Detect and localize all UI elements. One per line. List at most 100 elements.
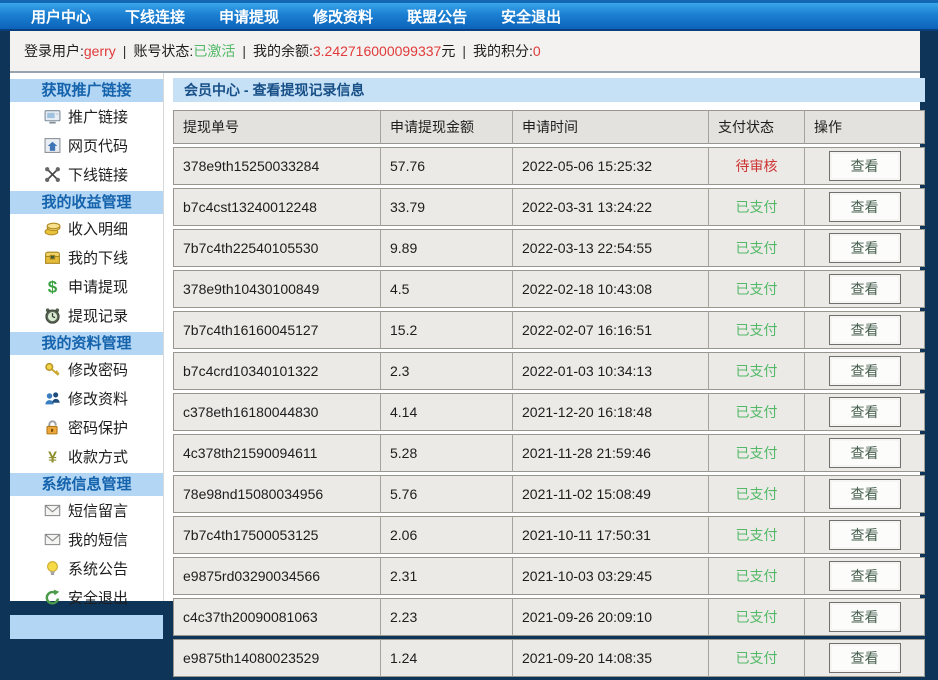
sidebar-item-label: 短信留言 [68, 503, 129, 520]
sidebar-item-my-downline[interactable]: 我的下线 [10, 243, 163, 272]
nav-apply-withdraw[interactable]: 申请提现 [219, 8, 280, 26]
section-promo-links-header: 获取推广链接 [10, 79, 163, 102]
key-icon [44, 361, 61, 378]
amount-cell: 2.23 [381, 598, 513, 636]
view-button[interactable]: 查看 [828, 233, 901, 263]
col-header-1: 申请提现金额 [381, 110, 513, 144]
action-cell: 查看 [805, 393, 925, 431]
view-button[interactable]: 查看 [828, 356, 901, 386]
sidebar-item-payment-method[interactable]: ¥ 收款方式 [10, 442, 163, 471]
time-cell: 2021-09-26 20:09:10 [513, 598, 709, 636]
yuan-icon: ¥ [44, 448, 61, 465]
view-button[interactable]: 查看 [828, 479, 901, 509]
nav-edit-profile[interactable]: 修改资料 [313, 8, 374, 26]
sidebar-item-label: 收入明细 [68, 221, 129, 238]
sidebar-item-webpage-code[interactable]: 网页代码 [10, 131, 163, 160]
view-button[interactable]: 查看 [828, 397, 901, 427]
nav-user-center[interactable]: 用户中心 [31, 8, 92, 26]
status-cell: 已支付 [709, 188, 805, 226]
withdraw-records-table: 提现单号 申请提现金额 申请时间 支付状态 操作 378e9th15250033284 5… [173, 107, 925, 680]
sidebar-item-my-sms[interactable]: 我的短信 [10, 525, 163, 554]
sidebar-item-edit-profile[interactable]: 修改资料 [10, 384, 163, 413]
time-cell: 2022-01-03 10:34:13 [513, 352, 709, 390]
network-icon [44, 166, 61, 183]
withdraw-id-cell: 378e9th10430100849 [173, 270, 381, 308]
amount-cell: 4.14 [381, 393, 513, 431]
view-button[interactable]: 查看 [828, 438, 901, 468]
action-cell: 查看 [805, 434, 925, 472]
status-badge: 已支付 [735, 609, 778, 625]
action-cell: 查看 [805, 598, 925, 636]
sidebar-item-label: 系统公告 [68, 561, 129, 578]
view-button[interactable]: 查看 [828, 561, 901, 591]
withdraw-id-cell: 7b7c4th22540105530 [173, 229, 381, 267]
status-cell: 已支付 [709, 639, 805, 677]
amount-cell: 4.5 [381, 270, 513, 308]
sidebar-item-system-notice[interactable]: 系统公告 [10, 554, 163, 583]
sidebar-item-safe-logout[interactable]: 安全退出 [10, 583, 163, 612]
users-icon [44, 390, 61, 407]
view-button[interactable]: 查看 [828, 315, 901, 345]
status-badge: 已支付 [735, 199, 778, 215]
view-button[interactable]: 查看 [828, 643, 901, 673]
time-cell: 2021-11-28 21:59:46 [513, 434, 709, 472]
svg-text:¥: ¥ [48, 449, 57, 465]
action-cell: 查看 [805, 639, 925, 677]
status-cell: 待审核 [709, 147, 805, 185]
table-row: e9875th14080023529 1.24 2021-09-20 14:08:3… [173, 639, 925, 677]
page-title: 会员中心 - 查看提现记录信息 [173, 78, 925, 102]
amount-cell: 5.28 [381, 434, 513, 472]
view-button[interactable]: 查看 [828, 602, 901, 632]
status-badge: 已支付 [735, 363, 778, 379]
status-cell: 已支付 [709, 229, 805, 267]
status-cell: 已支付 [709, 352, 805, 390]
action-cell: 查看 [805, 311, 925, 349]
sidebar-item-label: 我的下线 [68, 250, 129, 267]
time-cell: 2022-03-31 13:24:22 [513, 188, 709, 226]
view-button[interactable]: 查看 [828, 520, 901, 550]
bulb-icon [44, 560, 61, 577]
sidebar-footer-bar [10, 615, 163, 639]
sidebar-item-change-password[interactable]: 修改密码 [10, 355, 163, 384]
status-label: 我的积分: [472, 43, 533, 59]
status-cell: 已支付 [709, 311, 805, 349]
table-row: e9875rd03290034566 2.31 2021-10-03 03:29:4… [173, 557, 925, 595]
logout-arrow-icon [44, 589, 61, 606]
withdraw-id-cell: 4c378th21590094611 [173, 434, 381, 472]
amount-cell: 5.76 [381, 475, 513, 513]
status-value: 0 [532, 43, 541, 59]
sidebar-item-income-detail[interactable]: 收入明细 [10, 214, 163, 243]
table-row: 4c378th21590094611 5.28 2021-11-28 21:59:4… [173, 434, 925, 472]
view-button[interactable]: 查看 [828, 274, 901, 304]
status-suffix: 元 [441, 43, 456, 59]
amount-cell: 2.3 [381, 352, 513, 390]
sidebar-item-downline-link[interactable]: 下线链接 [10, 160, 163, 189]
nav-downline-link[interactable]: 下线连接 [125, 8, 186, 26]
nav-alliance-notice[interactable]: 联盟公告 [407, 8, 468, 26]
main-panel: 会员中心 - 查看提现记录信息 提现单号 申请提现金额 申请时间 支付状态 操作 378… [164, 73, 928, 677]
sidebar-item-sms-message[interactable]: 短信留言 [10, 496, 163, 525]
col-header-4: 操作 [805, 110, 925, 144]
time-cell: 2021-10-03 03:29:45 [513, 557, 709, 595]
nav-safe-logout[interactable]: 安全退出 [501, 8, 562, 26]
amount-cell: 9.89 [381, 229, 513, 267]
status-separator: | [242, 43, 246, 59]
view-button[interactable]: 查看 [828, 151, 901, 181]
time-cell: 2022-02-18 10:43:08 [513, 270, 709, 308]
money-chest-icon [44, 249, 61, 266]
sidebar-item-apply-withdraw[interactable]: $ 申请提现 [10, 272, 163, 301]
table-row: 378e9th15250033284 57.76 2022-05-06 15:25:… [173, 147, 925, 185]
sidebar-item-label: 申请提现 [68, 279, 129, 296]
action-cell: 查看 [805, 188, 925, 226]
amount-cell: 57.76 [381, 147, 513, 185]
sidebar-item-withdraw-records[interactable]: 提现记录 [10, 301, 163, 330]
sidebar-item-password-protect[interactable]: 密码保护 [10, 413, 163, 442]
table-row: b7c4cst13240012248 33.79 2022-03-31 13:24:… [173, 188, 925, 226]
view-button[interactable]: 查看 [828, 192, 901, 222]
withdraw-id-cell: c378eth16180044830 [173, 393, 381, 431]
table-row: 378e9th10430100849 4.5 2022-02-18 10:43:08… [173, 270, 925, 308]
time-cell: 2022-03-13 22:54:55 [513, 229, 709, 267]
sidebar-item-label: 修改密码 [68, 362, 129, 379]
sidebar-item-promo-link[interactable]: 推广链接 [10, 102, 163, 131]
